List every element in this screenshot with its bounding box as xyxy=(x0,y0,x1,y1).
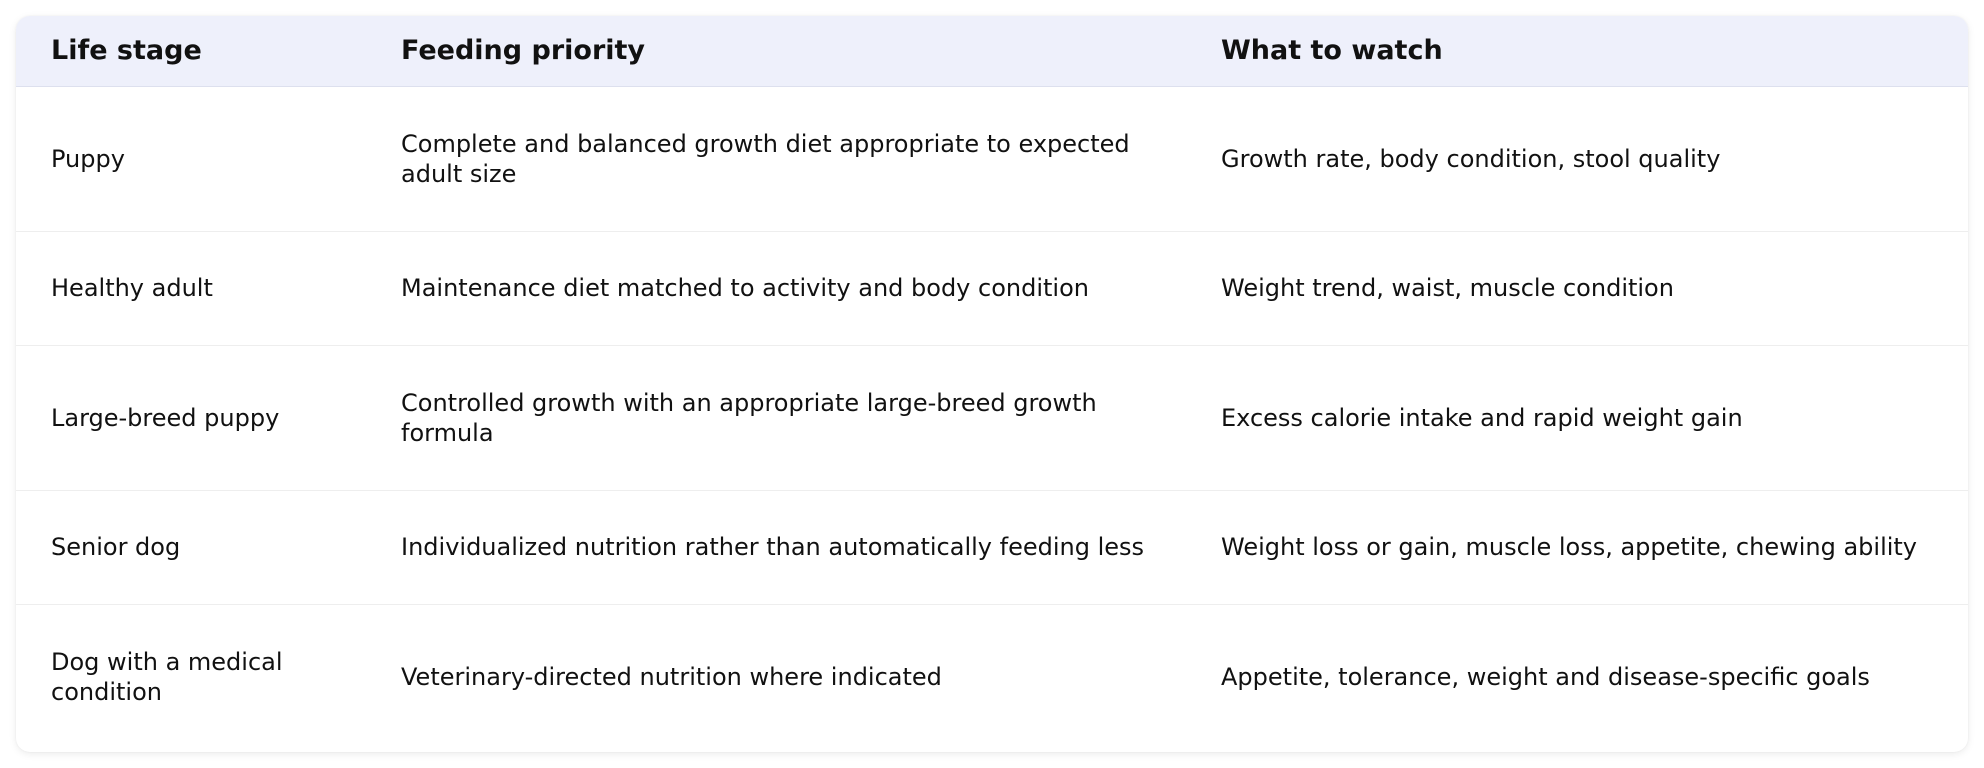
table-body: Puppy Complete and balanced growth diet … xyxy=(16,86,1968,749)
table-row: Large-breed puppy Controlled growth with… xyxy=(16,345,1968,491)
cell-life-stage: Dog with a medical condition xyxy=(51,647,283,706)
cell-life-stage: Puppy xyxy=(16,86,366,232)
header-what-to-watch: What to watch xyxy=(1186,16,1968,87)
cell-life-stage: Healthy adult xyxy=(16,231,366,346)
feeding-table: Life stage Feeding priority What to watc… xyxy=(16,16,1968,749)
cell-what-to-watch: Excess calorie intake and rapid weight g… xyxy=(1186,345,1968,491)
cell-feeding-priority: Complete and balanced growth diet approp… xyxy=(366,86,1186,232)
cell-feeding-priority: Maintenance diet matched to activity and… xyxy=(366,231,1186,346)
table-row: Puppy Complete and balanced growth diet … xyxy=(16,86,1968,232)
cell-life-stage: Senior dog xyxy=(16,490,366,605)
cell-life-stage: Large-breed puppy xyxy=(16,345,366,491)
cell-feeding-priority: Veterinary-directed nutrition where indi… xyxy=(401,662,942,691)
cell-what-to-watch: Growth rate, body condition, stool quali… xyxy=(1186,86,1968,232)
cell-feeding-priority: Controlled growth with an appropriate la… xyxy=(366,345,1186,491)
table-row: Healthy adult Maintenance diet matched t… xyxy=(16,231,1968,346)
cell-feeding-priority: Individualized nutrition rather than aut… xyxy=(366,490,1186,605)
table-header: Life stage Feeding priority What to watc… xyxy=(16,16,1968,87)
header-life-stage: Life stage xyxy=(16,16,366,87)
cell-what-to-watch: Appetite, tolerance, weight and disease-… xyxy=(1221,662,1870,691)
header-feeding-priority: Feeding priority xyxy=(366,16,1186,87)
table-row: Senior dog Individualized nutrition rath… xyxy=(16,490,1968,605)
feeding-table-card: Life stage Feeding priority What to watc… xyxy=(16,16,1968,752)
header-row: Life stage Feeding priority What to watc… xyxy=(16,16,1968,87)
cell-what-to-watch: Weight loss or gain, muscle loss, appeti… xyxy=(1186,490,1968,605)
table-row: Dog with a medical condition Veterinary-… xyxy=(16,604,1968,749)
cell-what-to-watch: Weight trend, waist, muscle condition xyxy=(1186,231,1968,346)
